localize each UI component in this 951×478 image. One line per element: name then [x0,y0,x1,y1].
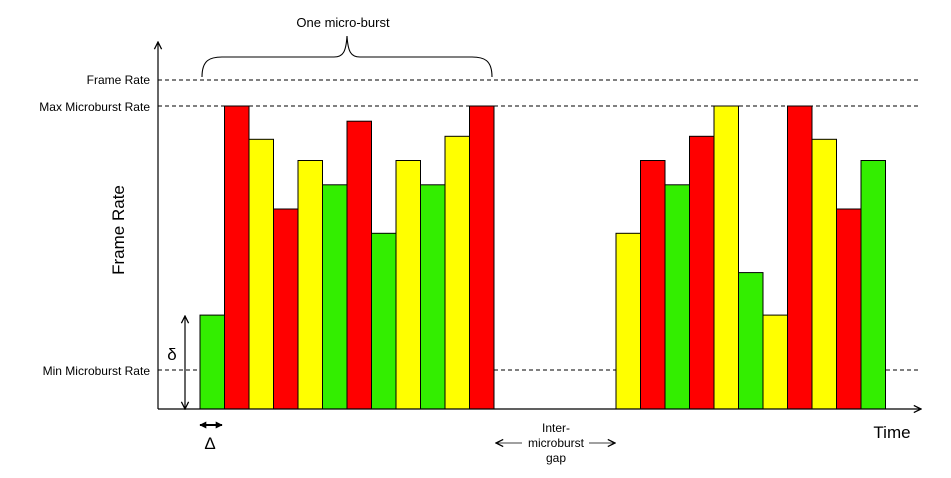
bar-red-burst2-8 [787,105,813,410]
gap-label-line2: microburst [528,436,585,450]
gap-label-line1: Inter- [542,421,570,435]
bar-yellow-burst1-9 [395,160,421,410]
max-microburst-rate-label: Max Microburst Rate [39,100,150,114]
bar-red-burst2-2 [640,160,666,410]
bar-red-burst2-4 [689,135,715,410]
bar-red-burst1-4 [273,208,299,410]
gap-label-line3: gap [546,451,566,465]
bars-group [199,105,886,410]
bar-yellow-burst2-9 [811,138,837,410]
bar-yellow-burst1-5 [297,160,323,410]
bar-green-burst2-11 [860,160,886,410]
y-axis-label: Frame Rate [109,185,128,275]
bar-yellow-burst2-1 [615,232,641,410]
bar-yellow-burst2-5 [713,105,739,410]
bar-green-burst1-10 [420,184,446,410]
bar-red-burst1-7 [346,120,372,410]
bar-yellow-burst1-3 [248,138,274,410]
micro-burst-brace [201,35,493,78]
bar-green-burst2-3 [664,184,690,410]
frame-rate-line-label: Frame Rate [87,73,151,87]
delta-lower-label: δ [167,345,176,364]
bar-green-burst1-8 [371,232,397,410]
bar-red-burst1-12 [469,105,495,410]
bar-yellow-burst2-7 [762,314,788,410]
bar-green-burst1-1 [199,314,225,410]
micro-burst-label: One micro-burst [296,15,390,30]
min-microburst-rate-label: Min Microburst Rate [43,364,151,378]
x-axis-label: Time [873,423,910,442]
bar-red-burst1-2 [224,105,250,410]
bar-green-burst1-6 [322,184,348,410]
bar-yellow-burst1-11 [444,135,470,410]
bar-red-burst2-10 [836,208,862,410]
delta-upper-label: Δ [204,434,215,453]
bar-green-burst2-6 [738,272,764,410]
